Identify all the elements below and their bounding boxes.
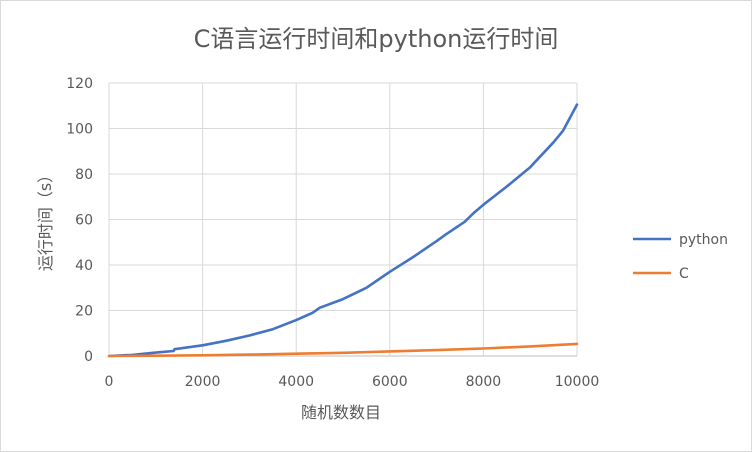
- series-line-c: [109, 344, 577, 356]
- gridlines: [109, 83, 577, 356]
- legend-label-c: C: [679, 266, 689, 282]
- legend-label-python: python: [679, 232, 728, 248]
- x-tick-label: 10000: [555, 374, 600, 390]
- y-tick-label: 100: [66, 122, 93, 138]
- y-tick-label: 60: [75, 213, 93, 229]
- x-tick-label: 0: [105, 374, 114, 390]
- chart-title: C语言运行时间和python运行时间: [194, 25, 559, 53]
- y-tick-label: 80: [75, 167, 93, 183]
- y-tick-label: 40: [75, 258, 93, 274]
- axes: 0 20 40 60 80 100 120 0 2000 4000 6000 8000 10000: [66, 76, 599, 390]
- x-axis-title: 随机数数目: [301, 403, 381, 422]
- x-tick-label: 2000: [185, 374, 221, 390]
- series-line-python: [109, 105, 577, 356]
- series-lines: [109, 105, 577, 356]
- y-tick-label: 120: [66, 76, 93, 92]
- x-tick-label: 6000: [372, 374, 408, 390]
- legend: python C: [633, 232, 728, 282]
- y-axis-title: 运行时间（s）: [36, 167, 55, 271]
- y-tick-label: 0: [84, 349, 93, 365]
- x-tick-label: 8000: [466, 374, 502, 390]
- x-tick-label: 4000: [278, 374, 314, 390]
- y-tick-label: 20: [75, 304, 93, 320]
